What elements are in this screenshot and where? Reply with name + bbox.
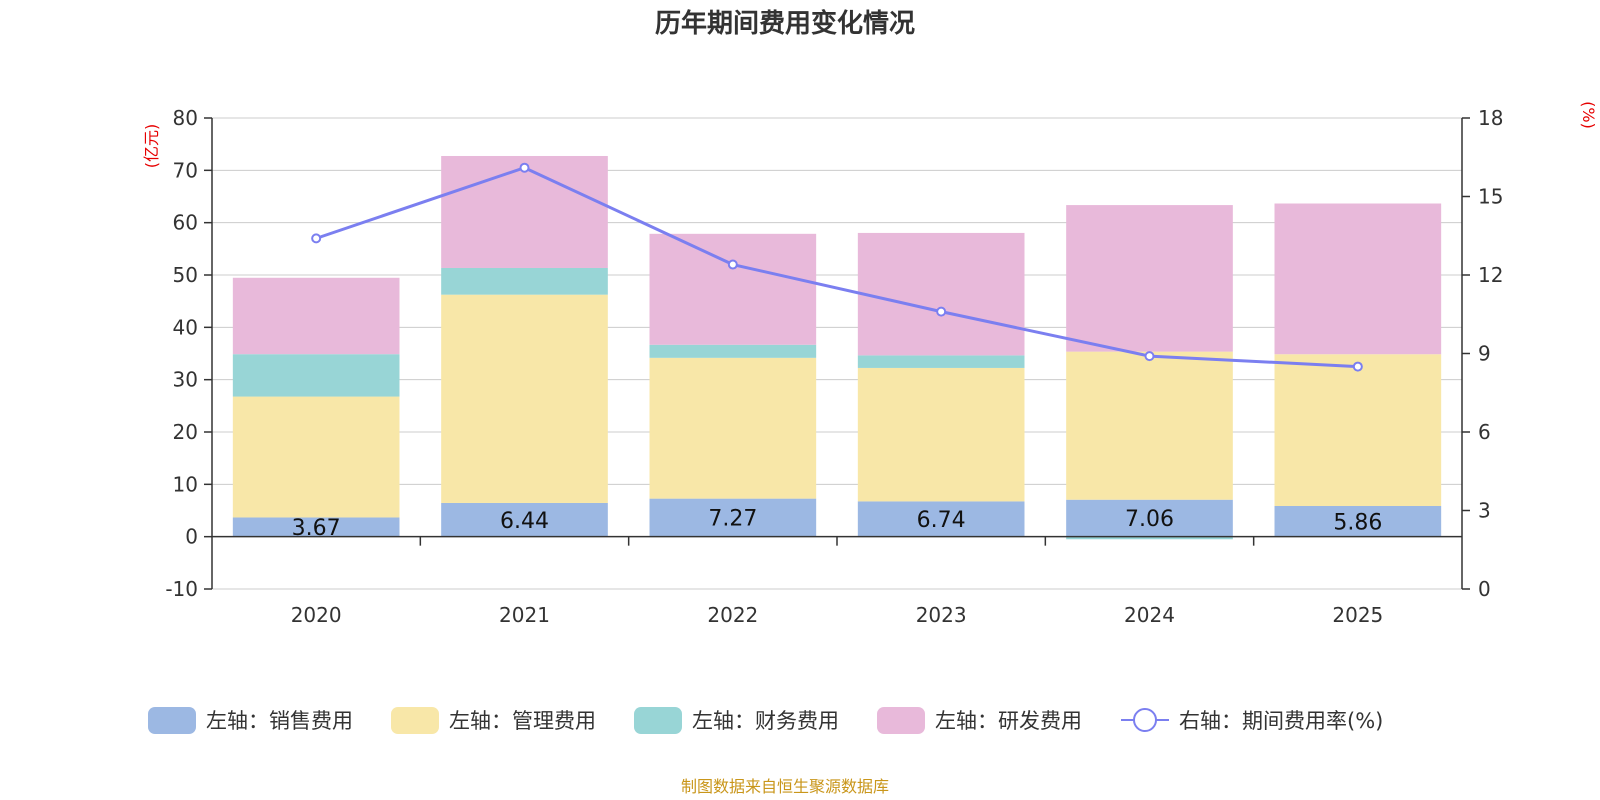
bar-segment — [649, 498, 817, 537]
left-tick-label: 50 — [173, 263, 198, 287]
legend-marker — [1133, 708, 1157, 732]
legend-swatch — [634, 707, 682, 734]
bar-data-label: 6.44 — [500, 509, 549, 534]
right-tick-label: 15 — [1478, 185, 1503, 209]
left-tick-label: -10 — [165, 577, 198, 601]
x-tick-label: 2024 — [1124, 603, 1175, 627]
rate-point — [519, 162, 530, 173]
bar-segment — [857, 367, 1025, 502]
left-axis-unit: (亿元) — [142, 124, 161, 169]
legend-swatch — [391, 707, 439, 734]
rate-line-path — [315, 166, 1358, 369]
axes: -10 0 10 20 30 40 50 60 70 80 0 3 6 9 12 15 18 2020 2021 20… — [165, 106, 1503, 627]
legend-swatch — [877, 707, 925, 734]
bar-data-label: 5.86 — [1333, 510, 1382, 535]
bar-segment — [441, 267, 608, 295]
bar-segment — [649, 344, 817, 358]
bar-segment — [1066, 205, 1233, 352]
x-tick-label: 2022 — [707, 603, 758, 627]
bar-segment — [232, 517, 400, 537]
legend-label: 左轴：财务费用 — [692, 709, 839, 733]
source-note: 制图数据来自恒生聚源数据库 — [681, 777, 889, 796]
legend-label: 右轴：期间费用率(%) — [1179, 709, 1383, 733]
legend: 左轴：销售费用 左轴：管理费用 左轴：财务费用 左轴：研发费用 右轴：期间费用率(%) — [148, 707, 1383, 734]
bar-segment — [441, 155, 608, 268]
left-tick-label: 0 — [185, 525, 198, 549]
left-tick-label: 20 — [173, 420, 198, 444]
bar-segment — [1274, 203, 1442, 355]
legend-label: 左轴：管理费用 — [449, 709, 596, 733]
left-tick-label: 60 — [173, 211, 198, 235]
legend-label: 左轴：研发费用 — [935, 709, 1082, 733]
bar-segment — [232, 396, 400, 518]
bar-segment — [1066, 536, 1233, 540]
bar-segment — [649, 357, 817, 499]
right-tick-label: 3 — [1478, 499, 1491, 523]
bar-data-label: 7.27 — [708, 507, 757, 532]
bar-segment — [232, 277, 400, 355]
bar-segment — [649, 233, 817, 345]
left-tick-label: 10 — [173, 472, 198, 496]
bar-data-label: 7.06 — [1125, 507, 1174, 532]
rate-point — [311, 233, 322, 244]
x-tick-label: 2025 — [1332, 603, 1383, 627]
right-axis-unit: (%) — [1579, 101, 1598, 129]
chart-title: 历年期间费用变化情况 — [655, 8, 915, 39]
right-tick-label: 0 — [1478, 577, 1491, 601]
x-tick-label: 2023 — [916, 603, 967, 627]
bar-segment — [1274, 354, 1442, 506]
expense-rate-line — [311, 162, 1363, 372]
left-tick-label: 70 — [173, 158, 198, 182]
left-tick-label: 40 — [173, 315, 198, 339]
bar-segment — [1066, 351, 1233, 500]
legend-swatch — [148, 707, 196, 734]
bar-segment — [1274, 505, 1442, 537]
bar-segment — [857, 232, 1025, 356]
rate-point — [1352, 361, 1363, 372]
right-tick-label: 12 — [1478, 263, 1503, 287]
x-tick-label: 2021 — [499, 603, 550, 627]
bar-series: 3.67 6.44 7.27 6.74 7.06 5.86 — [232, 155, 1442, 541]
bar-segment — [441, 502, 608, 537]
x-tick-label: 2020 — [291, 603, 342, 627]
right-tick-label: 6 — [1478, 420, 1491, 444]
left-tick-label: 80 — [173, 106, 198, 130]
legend-label: 左轴：销售费用 — [206, 709, 353, 733]
right-tick-label: 9 — [1478, 342, 1491, 366]
rate-point — [727, 259, 738, 270]
bar-segment — [441, 294, 608, 503]
right-tick-label: 18 — [1478, 106, 1503, 130]
bar-segment — [232, 354, 400, 397]
bar-segment — [857, 501, 1025, 537]
bar-segment — [857, 355, 1025, 368]
rate-point — [936, 306, 947, 317]
bar-segment — [1066, 499, 1233, 537]
left-tick-label: 30 — [173, 368, 198, 392]
bar-data-label: 6.74 — [917, 508, 966, 533]
grid-lines — [212, 117, 1462, 590]
rate-point — [1144, 351, 1155, 362]
